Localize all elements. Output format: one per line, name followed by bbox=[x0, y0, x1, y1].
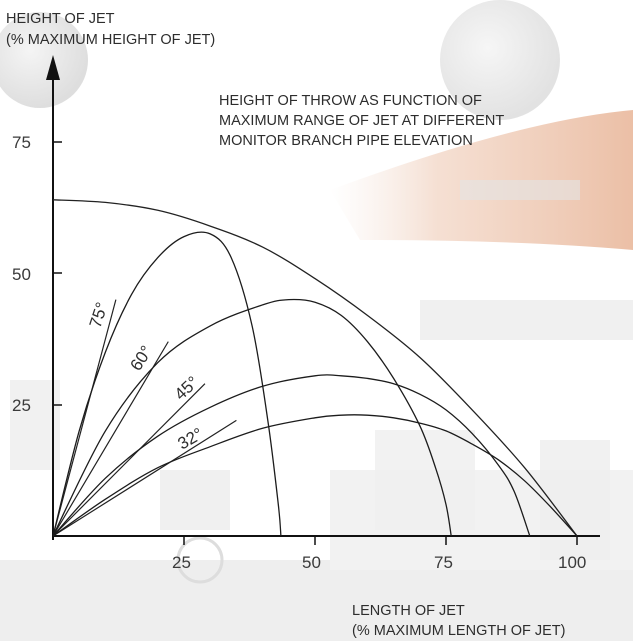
tangent-line-3 bbox=[52, 419, 237, 537]
curve-label-75: 75° bbox=[86, 300, 112, 330]
chart-title: MONITOR BRANCH PIPE ELEVATION bbox=[219, 133, 473, 149]
y-axis-label: (% MAXIMUM HEIGHT OF JET) bbox=[6, 32, 215, 48]
x-axis-label: LENGTH OF JET bbox=[352, 603, 465, 619]
y-tick-label: 75 bbox=[12, 133, 31, 152]
envelope-curve bbox=[52, 199, 578, 537]
y-tick-label: 50 bbox=[12, 265, 31, 284]
y-axis-label: HEIGHT OF JET bbox=[6, 11, 115, 27]
tangent-line-0 bbox=[52, 299, 117, 537]
tangent-lines bbox=[52, 299, 237, 537]
trajectory-line-3 bbox=[52, 414, 578, 537]
tangent-line-2 bbox=[52, 383, 206, 537]
x-tick-label: 75 bbox=[434, 553, 453, 572]
trajectory-curves bbox=[52, 231, 578, 537]
trajectory-line-0 bbox=[52, 231, 282, 537]
chart-title: MAXIMUM RANGE OF JET AT DIFFERENT bbox=[219, 113, 504, 129]
y-tick-label: 25 bbox=[12, 396, 31, 415]
x-tick-label: 50 bbox=[302, 553, 321, 572]
trajectory-line-1 bbox=[52, 298, 452, 537]
y-ticks: 75 50 25 bbox=[12, 133, 62, 415]
x-axis-label: (% MAXIMUM LENGTH OF JET) bbox=[352, 623, 565, 639]
curve-label-32: 32° bbox=[175, 424, 207, 453]
chart-title: HEIGHT OF THROW AS FUNCTION OF bbox=[219, 93, 482, 109]
y-axis-arrow bbox=[46, 55, 60, 80]
x-ticks: 25 50 75 100 bbox=[172, 536, 586, 572]
x-tick-label: 100 bbox=[558, 553, 586, 572]
envelope-line bbox=[52, 199, 578, 537]
x-tick-label: 25 bbox=[172, 553, 191, 572]
tangent-line-1 bbox=[52, 341, 169, 537]
curve-label-45: 45° bbox=[171, 372, 203, 403]
trajectory-line-2 bbox=[52, 374, 531, 537]
